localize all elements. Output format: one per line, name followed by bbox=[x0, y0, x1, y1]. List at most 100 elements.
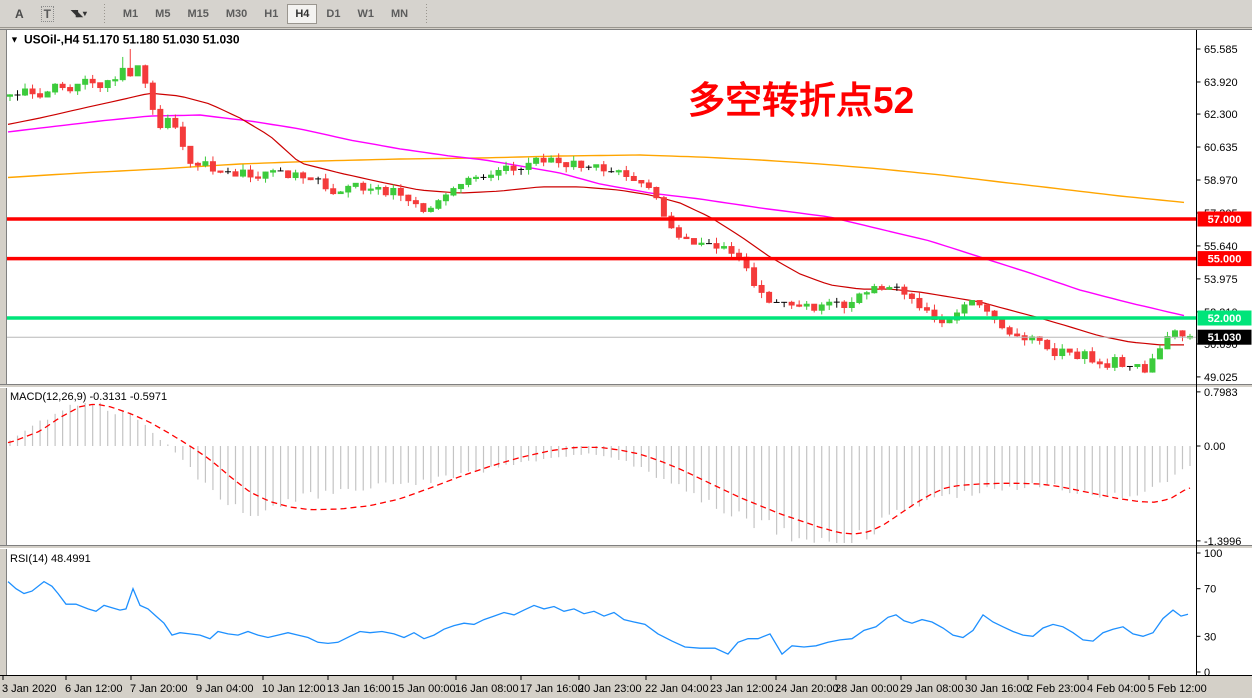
candle-body bbox=[1141, 364, 1148, 373]
candle-body bbox=[352, 182, 359, 187]
timeframe-button-m30[interactable]: M30 bbox=[218, 4, 255, 24]
toolbar: A T ◥◣ ▾ M1 M5 M15 M30 H1 H4 D1 W1 MN bbox=[0, 0, 1252, 28]
price-axis[interactable]: 65.58563.92062.30060.63558.97057.30555.6… bbox=[1196, 30, 1252, 679]
candle-body bbox=[668, 215, 675, 229]
candle-body bbox=[142, 65, 149, 84]
text-label-tool-button[interactable]: T bbox=[34, 4, 61, 24]
candle-body bbox=[82, 78, 89, 85]
time-tick-label: 30 Jan 16:00 bbox=[965, 683, 1029, 695]
candle-body bbox=[450, 188, 457, 196]
candle-body bbox=[570, 160, 577, 168]
candle-body bbox=[555, 157, 562, 164]
text-tool-icon: T bbox=[40, 5, 55, 22]
candle-body bbox=[232, 171, 239, 177]
timeframe-button-h1[interactable]: H1 bbox=[256, 4, 286, 24]
main-price-pane[interactable]: 多空转折点52 ▼ USOil-,H4 51.170 51.180 51.030 5… bbox=[7, 33, 1210, 374]
candle-body bbox=[7, 94, 13, 97]
candle-body bbox=[382, 186, 389, 196]
candle-body bbox=[59, 83, 66, 89]
candle-body bbox=[871, 286, 878, 294]
candle-body bbox=[37, 93, 44, 98]
macd-pane[interactable]: MACD(12,26,9) -0.3131 -0.5971 bbox=[7, 391, 1191, 543]
pane-divider[interactable] bbox=[0, 384, 1252, 388]
candle-body bbox=[1179, 330, 1186, 337]
time-tick-label: 6 Jan 12:00 bbox=[65, 683, 123, 695]
candle-body bbox=[390, 187, 397, 196]
candle-body bbox=[623, 170, 630, 177]
time-axis[interactable]: 3 Jan 2020 6 Jan 12:00 7 Jan 20:00 9 Jan 04… bbox=[0, 675, 1252, 698]
level-price-label: 57.000 bbox=[1197, 211, 1252, 227]
candle-body bbox=[818, 304, 825, 311]
rsi-line bbox=[7, 580, 1189, 656]
candle-body bbox=[157, 108, 164, 129]
candle-body bbox=[908, 293, 915, 299]
candle-body bbox=[1149, 358, 1156, 373]
candle-body bbox=[660, 197, 667, 217]
candle-body bbox=[337, 191, 344, 195]
pane-divider[interactable] bbox=[0, 545, 1252, 549]
timeframe-button-m15[interactable]: M15 bbox=[179, 4, 216, 24]
time-tick-label: 2 Feb 23:00 bbox=[1027, 683, 1086, 695]
axis-tick-label: 60.635 bbox=[1204, 142, 1238, 154]
time-tick-label: 9 Jan 04:00 bbox=[196, 683, 254, 695]
chevron-down-icon: ▾ bbox=[82, 9, 87, 18]
arrows-tool-button[interactable]: ◥◣ ▾ bbox=[64, 4, 94, 24]
axis-tick-label: 49.025 bbox=[1204, 372, 1238, 384]
candle-body bbox=[698, 242, 705, 245]
candle-body bbox=[766, 291, 773, 303]
timeframe-button-m5[interactable]: M5 bbox=[147, 4, 178, 24]
candle-body bbox=[600, 164, 607, 172]
cursor-tool-button[interactable]: A bbox=[8, 4, 31, 24]
candle-body bbox=[1164, 336, 1171, 350]
candle-body bbox=[946, 319, 953, 324]
candle-body bbox=[826, 301, 833, 306]
time-tick-label: 15 Jan 00:00 bbox=[392, 683, 456, 695]
timeframe-button-w1[interactable]: W1 bbox=[349, 4, 382, 24]
candle-body bbox=[89, 78, 96, 84]
axis-tick-label: 0.7983 bbox=[1204, 387, 1238, 399]
candle-body bbox=[217, 170, 224, 173]
candle-body bbox=[202, 161, 209, 166]
candle-body bbox=[630, 175, 637, 181]
candle-body bbox=[345, 185, 352, 193]
time-tick-label: 3 Jan 2020 bbox=[2, 683, 56, 695]
candle-body bbox=[1096, 361, 1103, 365]
candle-body bbox=[615, 170, 622, 173]
chart-panels-background bbox=[7, 30, 1252, 675]
candle-body bbox=[563, 162, 570, 168]
timeframe-button-h4[interactable]: H4 bbox=[287, 3, 318, 24]
axis-tick-label: 55.640 bbox=[1204, 241, 1238, 253]
candle-body bbox=[74, 83, 81, 92]
timeframe-button-d1[interactable]: D1 bbox=[318, 4, 348, 24]
candle-body bbox=[194, 162, 201, 166]
candle-body bbox=[119, 67, 126, 81]
timeframe-button-mn[interactable]: MN bbox=[383, 4, 416, 24]
candle-body bbox=[1074, 351, 1081, 360]
axis-tick-label: 63.920 bbox=[1204, 77, 1238, 89]
candle-body bbox=[999, 318, 1006, 329]
axis-tick-label: 58.970 bbox=[1204, 175, 1238, 187]
candle-body bbox=[690, 238, 697, 245]
time-tick-label: 5 Feb 12:00 bbox=[1148, 683, 1207, 695]
arrows-icon: ◥◣ bbox=[71, 8, 83, 18]
candle-body bbox=[187, 145, 194, 164]
price-chart[interactable]: 多空转折点52 ▼ USOil-,H4 51.170 51.180 51.030 5… bbox=[0, 28, 1252, 698]
candle-body bbox=[1014, 333, 1021, 337]
time-tick-label: 10 Jan 12:00 bbox=[262, 683, 326, 695]
candle-body bbox=[976, 300, 983, 306]
time-tick-label: 4 Feb 04:00 bbox=[1087, 683, 1146, 695]
candle-body bbox=[239, 169, 246, 177]
axis-tick-label: 53.975 bbox=[1204, 274, 1238, 286]
symbol-dropdown-icon[interactable]: ▼ bbox=[10, 35, 19, 45]
svg-text:51.030: 51.030 bbox=[1208, 332, 1242, 344]
candle-body bbox=[262, 171, 269, 179]
timeframe-button-m1[interactable]: M1 bbox=[115, 4, 146, 24]
time-tick-label: 23 Jan 12:00 bbox=[710, 683, 774, 695]
rsi-pane[interactable]: RSI(14) 48.4991 bbox=[7, 553, 1196, 656]
timeframe-buttons: M1 M5 M15 M30 H1 H4 D1 W1 MN bbox=[115, 3, 416, 24]
candle-body bbox=[721, 246, 728, 249]
candle-body bbox=[856, 293, 863, 303]
candle-body bbox=[1119, 357, 1126, 367]
level-price-label: 52.000 bbox=[1197, 310, 1252, 326]
candle-body bbox=[938, 319, 945, 324]
